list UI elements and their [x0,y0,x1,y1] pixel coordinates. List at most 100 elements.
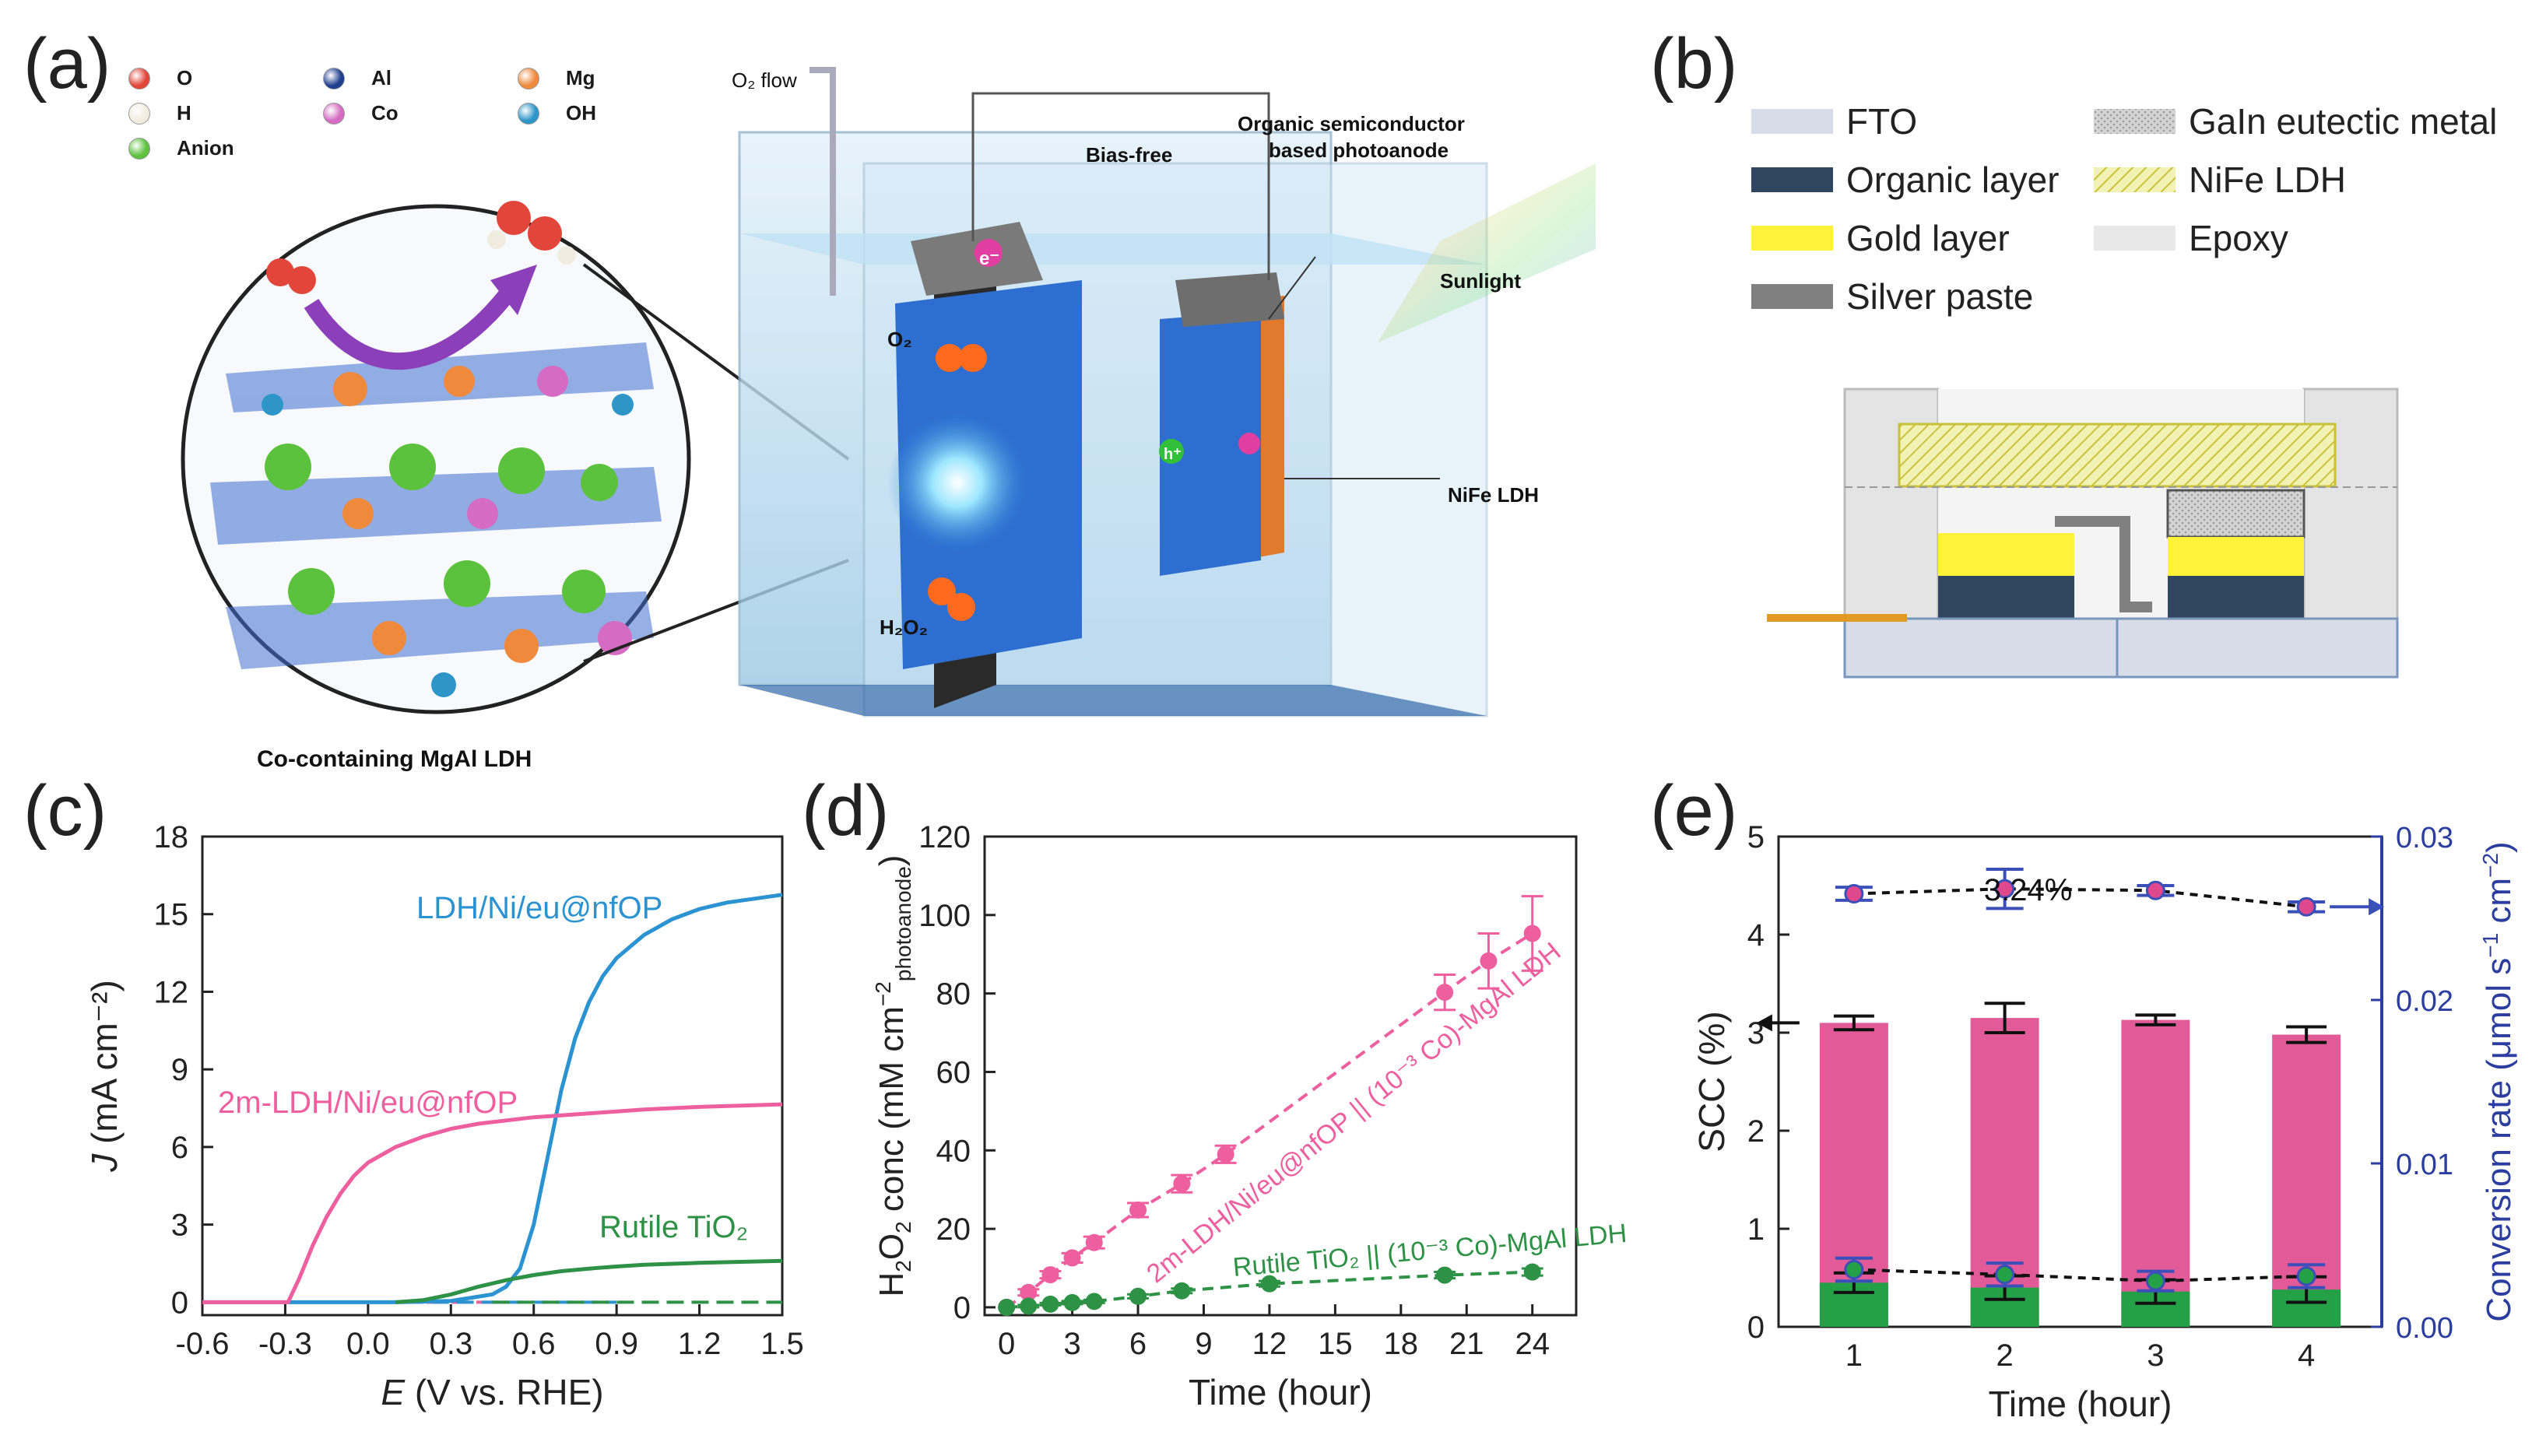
panel-b-label: (b) [1650,24,1738,103]
data-point [1085,1293,1103,1310]
plot-frame [983,835,1578,1317]
y-tick-label: 80 [936,977,971,1012]
label-sunlight: Sunlight [1440,269,1521,293]
panel-a-caption: Co-containing MgAl LDH [257,746,532,772]
legend-label: Gold layer [1846,218,2010,258]
data-point [1523,1263,1541,1281]
chart-c: -0.6 -0.3 0.0 0.3 0.6 0.9 1.2 1.5 0 3 6 9 12 15 18 LDH/… [84,820,804,1412]
y-tick-label: 0 [953,1291,971,1325]
y-tick-label: 12 [154,975,189,1009]
label-bias-free: Bias-free [1086,143,1172,167]
legend-atom-label: Anion [177,136,234,160]
x-tick-label: 24 [1515,1327,1550,1361]
legend-atom-icon [128,102,150,125]
legend-entry-oh: OH [518,101,596,125]
y-axis-label: H2O2 conc (mM cm−2photoanode) [871,855,915,1297]
legend-atom-label: Al [371,66,392,89]
legend-label: Silver paste [1846,276,2033,317]
label-photoanode-2: based photoanode [1269,139,1449,162]
label-o2-flow: O₂ flow [732,68,797,92]
atom-cluster [262,366,634,697]
y-tick-label: 6 [171,1131,188,1165]
legend-label: Epoxy [2189,218,2288,258]
label-electron: e⁻ [979,248,999,269]
legend-label: FTO [1846,101,1917,142]
y-tick-label: 0 [1747,1310,1765,1345]
x-tick-label: 18 [1384,1327,1419,1361]
data-point [1523,924,1541,942]
x-tick-label: 3 [2147,1338,2164,1373]
conversion-line [1853,887,2307,909]
y2-tick-label: 0.02 [2396,985,2453,1018]
data-point [1480,952,1498,970]
y-tick-label: 120 [918,820,971,854]
legend-swatch [1751,226,1833,251]
legend-atom-label: H [177,101,191,125]
label-nife-ldh: NiFe LDH [1448,483,1539,507]
x-tick-label: 0 [998,1327,1015,1361]
panel-a-label: (a) [23,24,111,103]
y2-tick-label: 0.01 [2396,1149,2453,1181]
legend-swatch [1751,167,1833,192]
left-axis-arrow-head [1756,1014,1772,1032]
series-label: Rutile TiO₂ || (10⁻³ Co)-MgAl LDH [1231,1219,1628,1282]
chart-e: 0 1 2 3 4 5 0.00 0.01 0.02 0.03 1 2 3 4 3.24% Time (hou… [1691,820,2518,1424]
legend-swatch [2094,226,2176,251]
y2-axis-label: Conversion rate (μmol s−1 cm−2) [2478,841,2518,1321]
legend-swatch [2094,109,2176,134]
conversion-point [1844,884,1864,903]
conversion-point [2296,896,2316,917]
x-tick-label: 0.0 [346,1327,390,1361]
legend-label: NiFe LDH [2189,160,2346,200]
label-o2: O₂ [887,328,912,351]
label-hole: h⁺ [1164,446,1182,463]
conversion-point [1995,879,2015,899]
data-point [1260,1275,1278,1293]
y-tick-label: 18 [154,820,189,854]
x-tick-label: 4 [2298,1338,2315,1373]
panel-e-label: (e) [1650,771,1738,851]
x-axis-label: Time (hour) [1989,1384,2172,1424]
x-tick-label: -0.3 [258,1327,312,1361]
legend-label: GaIn eutectic metal [2189,101,2497,142]
legend-entry-mg: Mg [518,66,595,90]
x-tick-label: 9 [1195,1327,1212,1361]
y-tick-label: 9 [171,1053,188,1087]
y-tick-label: 15 [154,898,189,932]
x-axis-label: Time (hour) [1189,1372,1372,1412]
conversion-line [1853,1268,2307,1283]
y-tick-label: 100 [918,899,971,933]
legend-atom-icon [128,67,150,89]
y-tick-label: 1 [1747,1212,1765,1247]
panel-a-legend: O Al Mg H Co OH Anion [128,66,596,183]
plot-frame [201,835,784,1317]
y-tick-label: 2 [1747,1114,1765,1149]
fit-line [1006,1270,1533,1309]
x-tick-label: 1.2 [678,1327,722,1361]
legend-atom-icon [128,137,150,160]
x-tick-label: 1.5 [760,1327,804,1361]
y2-tick-label: 0.00 [2396,1312,2453,1345]
y-tick-label: 60 [936,1055,971,1089]
y-tick-label: 0 [171,1286,188,1320]
series-line [202,1102,783,1304]
panel-a-illustration: O₂ flow Bias-free Organic semiconductor … [181,67,1596,772]
data-point [1041,1295,1059,1313]
series-label: LDH/Ni/eu@nfOP [416,891,662,925]
legend-entry-anion: Anion [128,136,234,160]
x-axis-label: E (V vs. RHE) [381,1372,603,1412]
data-point [1020,1297,1038,1315]
x-tick-label: 21 [1449,1327,1484,1361]
ldh-zoom-circle [181,201,691,714]
right-electrode [1160,272,1284,576]
x-tick-label: 0.6 [512,1327,556,1361]
series-line [395,1258,783,1304]
legend-atom-icon [518,67,539,89]
legend-entry-co: Co [323,101,399,125]
series-label: Rutile TiO₂ [599,1210,748,1244]
conversion-point [2145,1271,2165,1291]
legend-atom-label: O [177,66,193,89]
legend-atom-label: Mg [566,66,595,89]
legend-atom-icon [323,102,345,125]
chart-d: 0 3 6 9 12 15 18 21 240204060801001202m-LDH/Ni/e… [871,820,1628,1412]
